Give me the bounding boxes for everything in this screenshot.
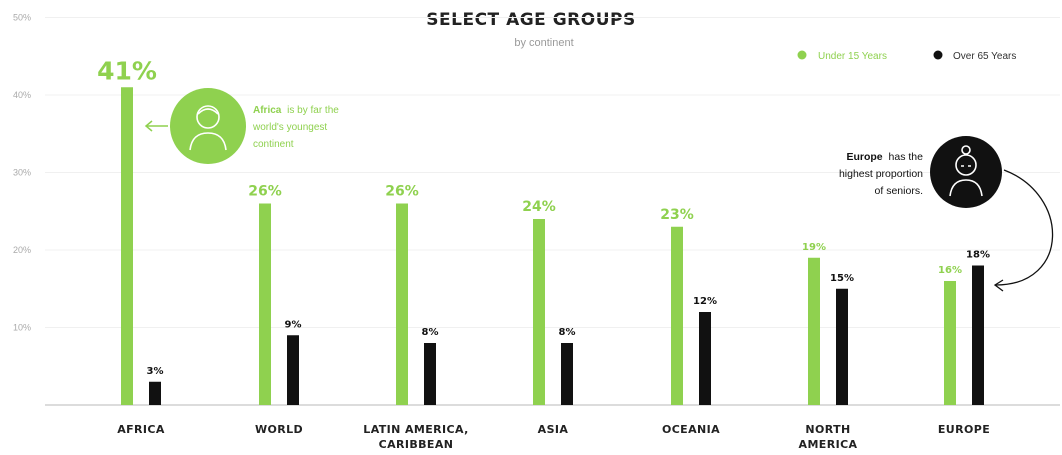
bars	[121, 87, 984, 405]
data-label-under-15: 19%	[802, 242, 826, 253]
data-label-over-65: 8%	[422, 327, 439, 338]
bar-over-65	[699, 312, 711, 405]
y-tick-label: 50%	[13, 13, 31, 23]
africa-annotation: Africa is by far the world's youngest co…	[144, 88, 339, 164]
bar-over-65	[424, 343, 436, 405]
svg-text:Africa is by far the: Africa is by far the	[253, 105, 339, 116]
data-label-over-65: 3%	[147, 366, 164, 377]
bar-under-15	[396, 203, 408, 405]
legend-label-under-15: Under 15 Years	[818, 51, 887, 62]
data-label-under-15: 23%	[660, 207, 694, 223]
europe-annotation-line-2: highest proportion	[839, 168, 923, 180]
europe-annotation-line-3: of seniors.	[875, 185, 923, 197]
x-tick-label: EUROPE	[938, 423, 990, 436]
senior-person-icon	[930, 136, 1002, 208]
data-label-under-15: 26%	[385, 184, 419, 200]
europe-annotation-line-1: has the	[889, 151, 924, 163]
legend-swatch-under-15	[797, 50, 807, 60]
europe-annotation-bold: Europe	[846, 151, 882, 163]
legend-label-over-65: Over 65 Years	[953, 51, 1016, 62]
svg-text:Europe has the: Europe has the	[846, 151, 923, 163]
bar-under-15	[121, 87, 133, 405]
africa-annotation-line-1: is by far the	[287, 105, 339, 116]
y-axis-ticks: 10% 20% 30% 40% 50%	[13, 13, 31, 333]
x-tick-label: ASIA	[538, 423, 569, 436]
data-label-under-15: 24%	[522, 199, 556, 215]
arrow-left-icon	[144, 120, 168, 132]
bar-under-15	[671, 226, 683, 405]
africa-annotation-bold: Africa	[253, 105, 282, 116]
bar-over-65	[972, 265, 984, 405]
bar-over-65	[836, 288, 848, 405]
data-label-under-15: 26%	[248, 184, 282, 200]
x-tick-label: OCEANIA	[662, 423, 720, 436]
young-person-icon	[170, 88, 246, 164]
chart-subtitle: by continent	[514, 37, 573, 49]
bar-under-15	[533, 219, 545, 405]
curved-arrow-icon	[995, 169, 1054, 286]
bar-under-15	[944, 281, 956, 405]
bar-under-15	[259, 203, 271, 405]
x-tick-label: LATIN AMERICA, CARIBBEAN	[363, 423, 468, 451]
x-tick-label: AFRICA	[117, 423, 165, 436]
data-label-over-65: 18%	[966, 250, 990, 261]
data-labels: 41% 3% 26% 9% 26% 8% 24% 8% 23% 12% 19% 15% 16% 18%	[97, 56, 990, 377]
africa-annotation-line-3: continent	[253, 139, 294, 150]
y-tick-label: 20%	[13, 245, 31, 255]
y-tick-label: 30%	[13, 168, 31, 178]
y-tick-label: 10%	[13, 323, 31, 333]
europe-annotation: Europe has the highest proportion of sen…	[839, 136, 1054, 292]
bar-under-15	[808, 257, 820, 405]
x-axis-labels: AFRICA WORLD LATIN AMERICA, CARIBBEAN ASIA OC…	[117, 423, 990, 451]
data-label-over-65: 9%	[285, 319, 302, 330]
x-tick-label: NORTH AMERICA	[799, 423, 858, 451]
data-label-over-65: 8%	[559, 327, 576, 338]
bar-over-65	[149, 381, 161, 405]
data-label-under-15: 16%	[938, 265, 962, 276]
y-tick-label: 40%	[13, 90, 31, 100]
data-label-under-15: 41%	[97, 56, 157, 85]
legend-swatch-over-65	[933, 50, 943, 60]
data-label-over-65: 15%	[830, 273, 854, 284]
bar-over-65	[561, 343, 573, 405]
legend: Under 15 Years Over 65 Years	[797, 50, 1016, 62]
arrowhead-icon	[993, 279, 1004, 292]
africa-annotation-line-2: world's youngest	[252, 122, 327, 133]
x-tick-label: WORLD	[255, 423, 303, 436]
chart-title: SELECT AGE GROUPS	[426, 10, 635, 30]
data-label-over-65: 12%	[693, 296, 717, 307]
bar-over-65	[287, 335, 299, 405]
